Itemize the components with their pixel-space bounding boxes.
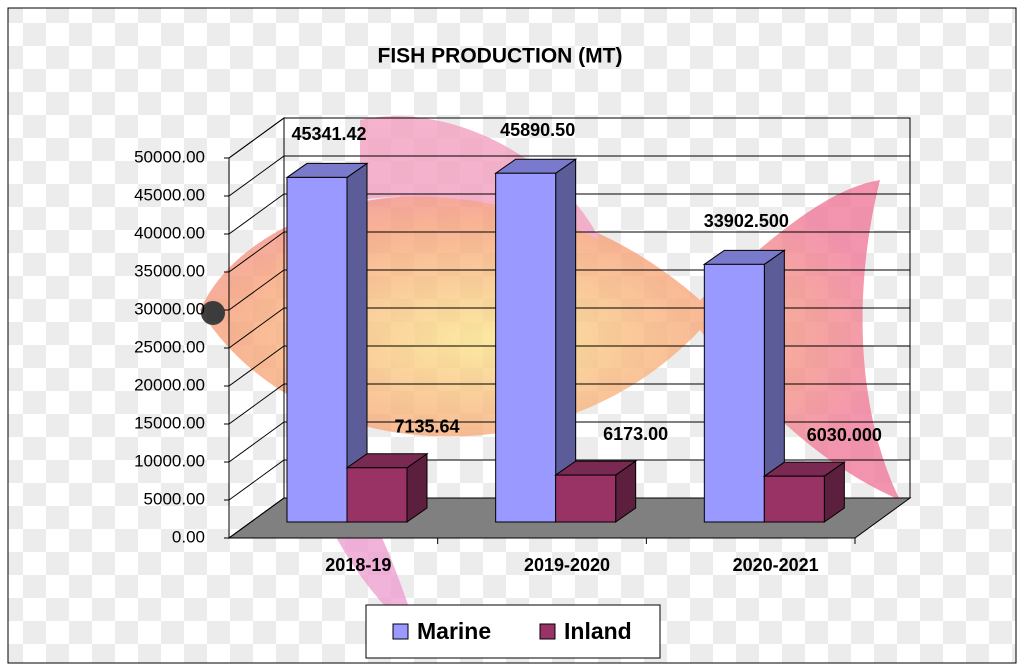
grid-line — [228, 269, 910, 311]
data-label: 7135.64 — [394, 417, 459, 437]
y-tick-label: 20000.00 — [134, 375, 205, 394]
x-tick-label: 2018-19 — [325, 555, 391, 575]
data-label: 6173.00 — [603, 424, 668, 444]
grid-line — [228, 383, 910, 425]
grid-line — [228, 345, 910, 387]
chart-title: FISH PRODUCTION (MT) — [378, 45, 623, 68]
bar — [346, 467, 408, 523]
y-tick-label: 30000.00 — [134, 299, 205, 318]
bar — [763, 475, 825, 523]
grid-line — [228, 421, 910, 463]
legend-items: Marine Inland — [392, 618, 632, 644]
legend-swatch — [392, 623, 409, 640]
x-tick-label: 2020-2021 — [733, 555, 819, 575]
grid-line — [228, 231, 910, 273]
data-label: 33902.500 — [704, 211, 789, 231]
grid-line — [228, 117, 910, 159]
legend-label: Inland — [564, 618, 632, 644]
y-tick-label: 15000.00 — [134, 413, 205, 432]
y-tick-label: 35000.00 — [134, 261, 205, 280]
y-tick-label: 45000.00 — [134, 185, 205, 204]
bar — [286, 176, 348, 523]
plot: 0.00 5000.00 10000.00 15000.00 20000.00 25000… — [134, 117, 912, 575]
y-tick-label: 50000.00 — [134, 147, 205, 166]
grid-line — [228, 459, 910, 501]
y-tick-label: 5000.00 — [144, 489, 205, 508]
grid-line — [228, 155, 910, 197]
legend-label: Marine — [417, 618, 491, 644]
bar — [703, 263, 765, 523]
y-tick-label: 10000.00 — [134, 451, 205, 470]
y-tick-label: 0.00 — [172, 527, 205, 546]
legend — [365, 604, 661, 659]
y-tick-label: 40000.00 — [134, 223, 205, 242]
data-label: 45341.42 — [291, 124, 366, 144]
data-label: 45890.50 — [500, 120, 575, 140]
grid-line — [228, 497, 910, 539]
grid-line — [228, 193, 910, 235]
y-tick-label: 25000.00 — [134, 337, 205, 356]
bar — [555, 474, 617, 523]
data-label: 6030.000 — [807, 425, 882, 445]
legend-swatch — [539, 623, 556, 640]
grid-line — [228, 307, 910, 349]
bar — [495, 172, 557, 523]
x-tick-label: 2019-2020 — [524, 555, 610, 575]
